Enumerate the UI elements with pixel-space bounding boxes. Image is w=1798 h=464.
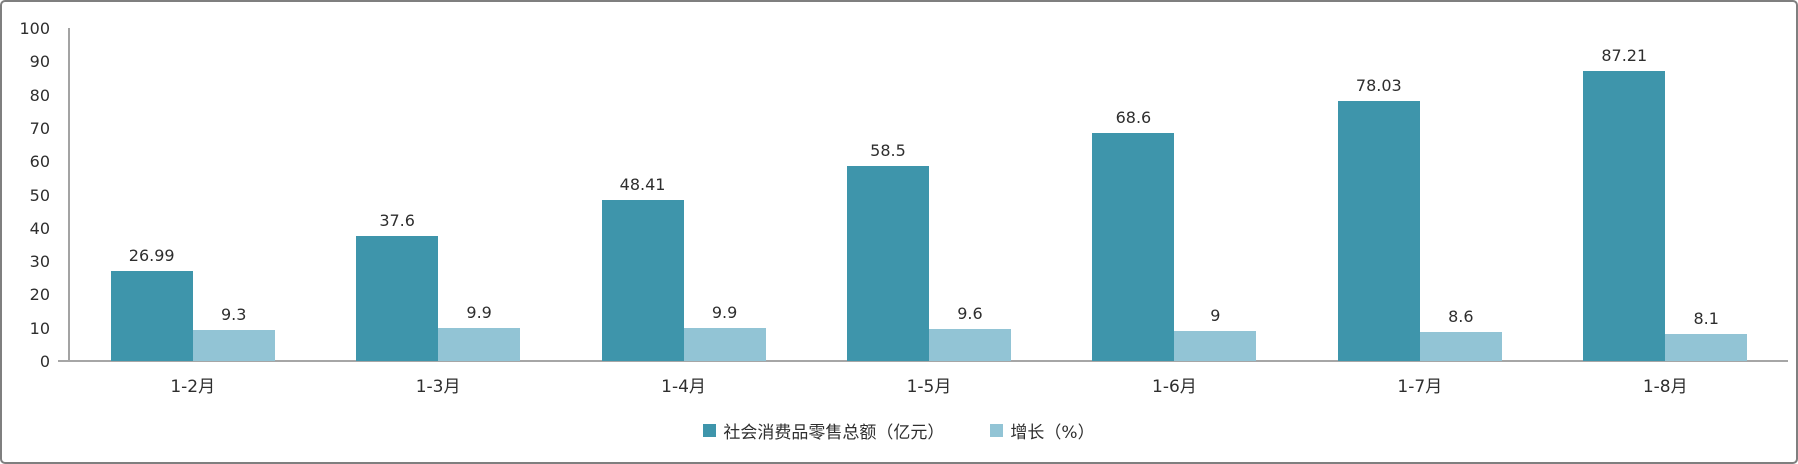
bar-value-label: 9.9 [711, 303, 738, 323]
x-axis-labels: 1-2月 1-3月 1-4月 1-5月 1-6月 1-7月 1-8月 [70, 372, 1788, 397]
bar-value-label: 8.1 [1693, 309, 1719, 329]
bar-group: 48.41 9.9 [561, 28, 806, 361]
bar-unit-retail: 48.41 [601, 174, 684, 361]
y-axis-tick-label: 70 [29, 118, 50, 138]
bar-retail [1092, 132, 1175, 361]
bar-value-label: 48.41 [619, 174, 666, 194]
bar-group: 37.6 9.9 [315, 28, 560, 361]
y-axis-tick-label: 100 [19, 19, 50, 38]
bar-unit-growth: 9 [1174, 306, 1257, 361]
x-axis-category-label: 1-6月 [1152, 377, 1197, 397]
y-axis: 0 10 20 30 40 50 60 70 80 90 100 [2, 19, 58, 371]
bar-unit-retail: 58.5 [846, 141, 929, 361]
bar-unit-retail: 37.6 [356, 210, 439, 361]
bar-unit-growth: 9.9 [683, 303, 766, 361]
bar-value-label: 9.6 [957, 304, 983, 324]
bar-value-label: 26.99 [128, 246, 175, 266]
x-axis-category-label: 1-4月 [661, 377, 706, 397]
x-axis-category-label: 1-2月 [170, 377, 216, 397]
y-axis-tick-label: 0 [39, 352, 50, 371]
bar-retail [110, 271, 193, 361]
legend-swatch-growth [990, 424, 1004, 437]
y-axis-line [68, 28, 70, 361]
bar-unit-growth: 8.6 [1419, 307, 1502, 361]
y-axis-tick-label: 10 [29, 318, 50, 338]
y-axis-tick-label: 30 [29, 252, 50, 272]
bar-value-label: 87.21 [1601, 45, 1648, 65]
bar-unit-growth: 9.9 [438, 303, 521, 361]
y-axis-tick-label: 90 [29, 52, 50, 72]
bar-group: 78.03 8.6 [1297, 28, 1542, 361]
bar-unit-retail: 87.21 [1583, 45, 1666, 361]
bar-unit-retail: 26.99 [110, 246, 193, 361]
bar-retail [601, 199, 684, 361]
legend: 社会消费品零售总额（亿元） 增长（%） [2, 418, 1796, 443]
x-axis-category-label: 1-3月 [415, 377, 461, 397]
y-axis-tick-label: 20 [29, 285, 50, 305]
bar-value-label: 37.6 [379, 210, 415, 230]
y-axis-tick-label: 80 [29, 85, 50, 105]
plot-area: 26.99 9.3 37.6 9.9 48.41 9.9 58.5 9.6 68.6 9 78.03… [70, 28, 1788, 361]
x-axis-category-label: 1-5月 [906, 377, 952, 397]
legend-label-retail: 社会消费品零售总额（亿元） [723, 423, 945, 443]
legend-item-retail: 社会消费品零售总额（亿元） [703, 418, 944, 443]
bar-value-label: 58.5 [870, 141, 906, 161]
bar-growth [1174, 331, 1257, 361]
x-axis-category-label: 1-8月 [1642, 377, 1688, 397]
bar-group: 87.21 8.1 [1543, 28, 1788, 361]
bar-retail [356, 235, 439, 361]
bar-unit-growth: 9.6 [928, 304, 1011, 361]
x-axis-category-label: 1-7月 [1397, 377, 1443, 397]
bar-unit-growth: 9.3 [192, 305, 275, 361]
bar-value-label: 9 [1210, 306, 1221, 326]
bar-group: 58.5 9.6 [806, 28, 1051, 361]
x-axis-line [58, 360, 1788, 362]
bar-unit-growth: 8.1 [1665, 309, 1748, 361]
bar-retail [1583, 70, 1666, 361]
legend-swatch-retail [703, 424, 717, 437]
bar-value-label: 68.6 [1115, 107, 1152, 127]
bar-value-label: 9.9 [466, 303, 492, 323]
bar-growth [438, 328, 521, 361]
legend-label-growth: 增长（%） [1010, 423, 1095, 443]
legend-item-growth: 增长（%） [990, 418, 1095, 443]
bar-growth [1665, 334, 1748, 361]
bar-retail [1337, 101, 1420, 361]
bar-growth [683, 328, 766, 361]
bar-unit-retail: 78.03 [1337, 76, 1420, 361]
bar-group: 68.6 9 [1052, 28, 1297, 361]
bar-growth [1419, 332, 1502, 361]
y-axis-tick-label: 50 [29, 185, 50, 205]
bar-growth [192, 330, 275, 361]
y-axis-tick-label: 60 [29, 152, 50, 172]
bar-groups: 26.99 9.3 37.6 9.9 48.41 9.9 58.5 9.6 68.6 9 78.03… [70, 28, 1788, 361]
bar-value-label: 8.6 [1448, 307, 1474, 327]
bar-value-label: 9.3 [220, 305, 247, 325]
y-axis-tick-label: 40 [29, 218, 50, 238]
bar-retail [846, 166, 929, 361]
bar-unit-retail: 68.6 [1092, 107, 1175, 361]
bar-group: 26.99 9.3 [70, 28, 315, 361]
bar-growth [928, 329, 1011, 361]
bar-value-label: 78.03 [1355, 76, 1402, 96]
